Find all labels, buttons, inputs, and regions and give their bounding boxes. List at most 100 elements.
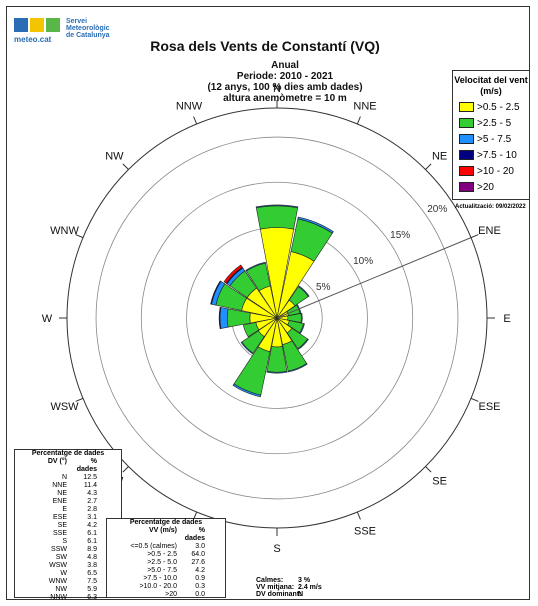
speed-range-cell: >0.5 - 2.5	[147, 551, 177, 558]
bar-W-series-3	[218, 306, 222, 330]
chart-title: Rosa dels Vents de Constantí (VQ)	[150, 38, 380, 54]
direction-label-NW: NW	[105, 150, 124, 162]
subtitle-line-height: altura anemòmetre = 10 m	[223, 93, 347, 104]
direction-label-WSW: WSW	[50, 401, 79, 413]
legend-item: >7.5 - 10	[459, 149, 517, 161]
direction-cell: NW	[55, 586, 67, 593]
direction-tick-NW	[122, 163, 129, 170]
direction-tick-WNW	[75, 234, 84, 239]
scale-axis-line	[276, 237, 472, 319]
bar-S-series-2	[266, 371, 288, 374]
speed-table-body: <=0.5 (calmes) 3.0 >0.5 - 2.5 64.0 >2.5 - 5.…	[107, 543, 225, 599]
percent-cell: 0.3	[195, 583, 205, 590]
direction-label-SE: SE	[432, 476, 447, 488]
speed-range-cell: >5.0 - 7.5	[147, 567, 177, 574]
bar-SE-series-2	[297, 338, 309, 350]
speed-range-cell: >2.5 - 5.0	[147, 559, 177, 566]
direction-cell: ESE	[52, 514, 67, 521]
logo-square-blue	[14, 18, 28, 32]
direction-table-body: N 12.5 NNE 11.4 NE 4.3 ENE 2.7 E 2.8 ESE 3.1 SE 4.2 SS…	[15, 474, 121, 602]
direction-tick-WSW	[75, 397, 84, 402]
direction-label-WNW: WNW	[50, 225, 79, 237]
summary-block: Calmes: 3 % VV mitjana: 2.4 m/s DV domin…	[256, 577, 322, 598]
table-row: WNW 7.5	[15, 578, 121, 586]
mean-speed-row: VV mitjana: 2.4 m/s	[256, 584, 322, 591]
percent-cell: 11.4	[83, 482, 97, 489]
direction-tick-SW	[122, 466, 129, 473]
table-row: SSW 8.9	[15, 546, 121, 554]
direction-cell: SW	[55, 554, 67, 561]
direction-label-NNE: NNE	[353, 101, 376, 113]
percent-cell: 6.1	[87, 530, 97, 537]
legend-item: >20	[459, 181, 494, 193]
legend-label: >2.5 - 5	[477, 117, 512, 129]
logo-brand-text: meteo.cat	[14, 35, 52, 44]
percent-cell: 4.2	[195, 567, 205, 574]
table-row: S 6.1	[15, 538, 121, 546]
direction-cell: W	[60, 570, 67, 577]
percent-cell: 3.8	[87, 562, 97, 569]
direction-label-W: W	[42, 313, 53, 325]
percent-cell: 64.0	[191, 551, 205, 558]
legend-item: >5 - 7.5	[459, 133, 511, 145]
direction-tick-NNW	[193, 116, 198, 125]
percent-cell: 12.5	[83, 474, 97, 481]
bar-SSE-series-2	[287, 363, 308, 373]
percent-cell: 6.3	[87, 594, 97, 601]
speed-range-cell: >10.0 - 20.0	[139, 583, 177, 590]
direction-cell: S	[62, 538, 67, 545]
table-row: NW 5.9	[15, 586, 121, 594]
direction-tick-SE	[425, 466, 432, 473]
bar-WSW-series-1	[242, 322, 260, 338]
legend-swatch	[459, 150, 474, 160]
percent-cell: 6.1	[87, 538, 97, 545]
legend-swatch	[459, 134, 474, 144]
legend-label: >0.5 - 2.5	[477, 101, 520, 113]
table-row: NE 4.3	[15, 490, 121, 498]
table-row: WSW 3.8	[15, 562, 121, 570]
speed-percentage-table: Percentatge de dades VV (m/s) % dades <=…	[106, 518, 226, 598]
table-row: SSE 6.1	[15, 530, 121, 538]
direction-label-ESE: ESE	[478, 401, 500, 413]
bar-WNW-series-3	[210, 280, 222, 305]
percent-cell: 5.9	[87, 586, 97, 593]
percent-cell: 3.1	[87, 514, 97, 521]
table-row: NNE 11.4	[15, 482, 121, 490]
direction-label-SSE: SSE	[354, 525, 376, 537]
subtitle-line-period: Periode: 2010 - 2021	[236, 71, 334, 82]
percent-circle-20	[95, 136, 459, 500]
direction-table-header: DV (°) % dades	[47, 458, 97, 473]
direction-cell: ENE	[52, 498, 67, 505]
table-row: SE 4.2	[15, 522, 121, 530]
bar-NNE-series-2	[297, 216, 334, 234]
speed-table-title: Percentatge de dades	[129, 519, 203, 526]
bar-NE-series-2	[298, 285, 310, 297]
logo-square-green	[46, 18, 60, 32]
percent-cell: 2.7	[87, 498, 97, 505]
chart-frame	[6, 6, 530, 600]
direction-cell: WSW	[49, 562, 67, 569]
percent-cell: 27.6	[191, 559, 205, 566]
subtitle-line-period-type: Anual	[271, 60, 299, 71]
speed-range-cell: >7.5 - 10.0	[143, 575, 177, 582]
direction-cell: NNE	[52, 482, 67, 489]
percent-label-10: 10%	[353, 256, 373, 267]
logo-org-text: Servei Meteorològic de Catalunya	[66, 18, 110, 39]
table-row: >2.5 - 5.0 27.6	[107, 559, 225, 567]
percent-cell: 2.8	[87, 506, 97, 513]
direction-label-NE: NE	[432, 150, 447, 162]
table-row: >7.5 - 10.0 0.9	[107, 575, 225, 583]
percent-cell: 0.0	[195, 591, 205, 598]
table-row: >10.0 - 20.0 0.3	[107, 583, 225, 591]
percent-cell: 7.5	[87, 578, 97, 585]
legend-swatch	[459, 182, 474, 192]
direction-cell: WNW	[48, 578, 67, 585]
update-date: Actualització: 09/02/2022	[455, 204, 526, 210]
direction-cell: SSW	[51, 546, 67, 553]
table-row: <=0.5 (calmes) 3.0	[107, 543, 225, 551]
bar-N-series-2	[255, 204, 299, 209]
direction-tick-ESE	[470, 397, 479, 402]
direction-cell: NNW	[50, 594, 67, 601]
direction-label-NNW: NNW	[176, 101, 203, 113]
speed-range-cell: <=0.5 (calmes)	[130, 543, 177, 550]
